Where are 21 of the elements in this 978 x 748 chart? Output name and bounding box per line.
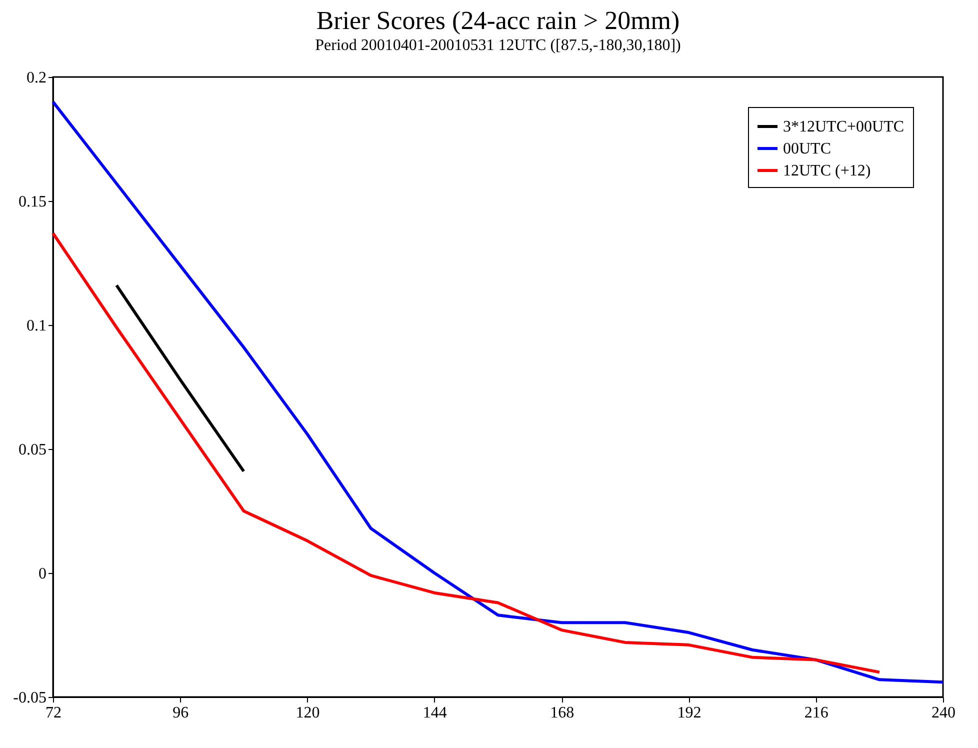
chart-title: Brier Scores (24-acc rain > 20mm) bbox=[316, 6, 680, 35]
legend-label: 12UTC (+12) bbox=[783, 162, 871, 180]
x-tick-label: 72 bbox=[46, 704, 62, 722]
x-tick-label: 216 bbox=[804, 704, 828, 722]
x-tick-label: 168 bbox=[550, 704, 574, 722]
y-tick-label: -0.05 bbox=[13, 690, 46, 706]
x-tick-label: 192 bbox=[677, 704, 702, 722]
x-tick-label: 96 bbox=[172, 704, 189, 722]
y-tick-label: 0.1 bbox=[26, 318, 46, 334]
legend-label: 00UTC bbox=[783, 140, 831, 158]
line-series bbox=[52, 100, 944, 684]
y-tick-label: 0.2 bbox=[26, 70, 46, 86]
x-tick-label: 144 bbox=[422, 704, 447, 722]
y-tick-label: 0 bbox=[38, 566, 46, 582]
legend-label: 3*12UTC+00UTC bbox=[783, 118, 904, 136]
x-tick-label: 120 bbox=[296, 704, 320, 722]
chart-subtitle: Period 20010401-20010531 12UTC ([87.5,-180,30,180]) bbox=[315, 37, 681, 54]
x-tick-label: 240 bbox=[932, 704, 956, 722]
line-series bbox=[52, 232, 881, 674]
y-tick-label: 0.05 bbox=[18, 442, 46, 458]
y-tick-label: 0.15 bbox=[18, 194, 46, 210]
